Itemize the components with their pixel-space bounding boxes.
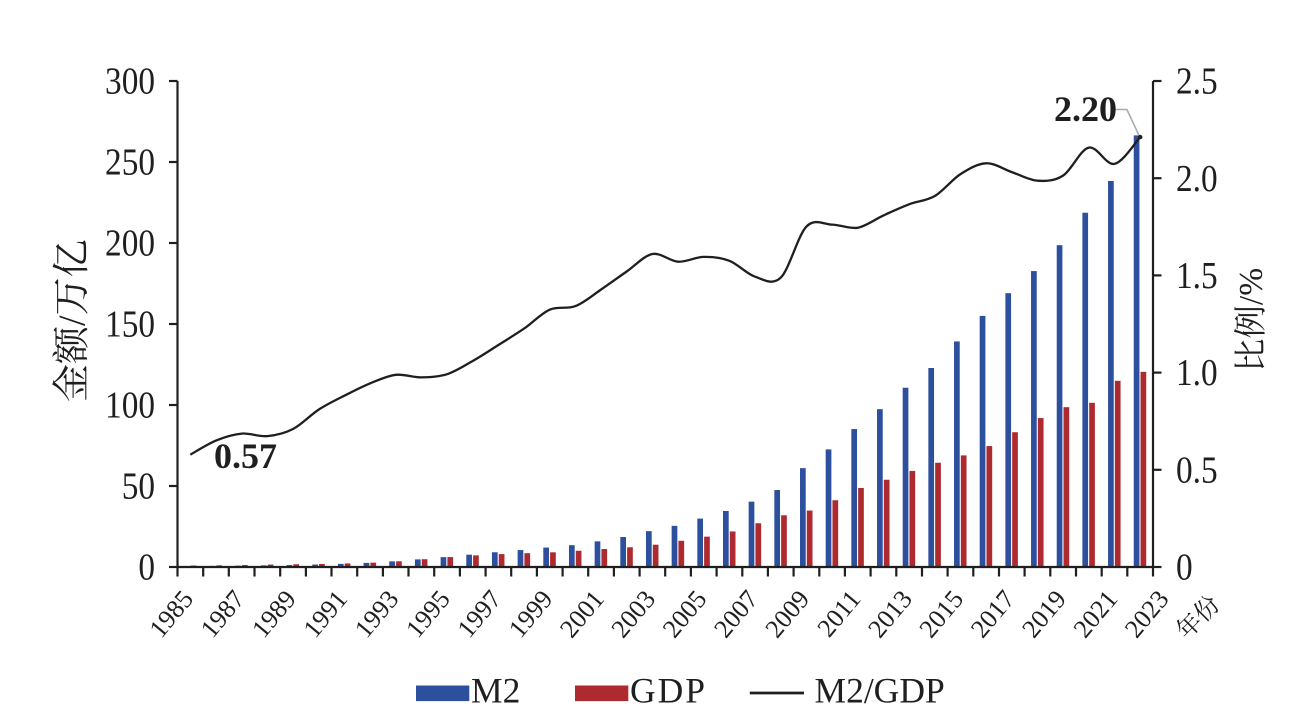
svg-text:/: / — [1233, 295, 1270, 305]
svg-text:2.5: 2.5 — [1176, 60, 1218, 103]
svg-text:150: 150 — [105, 303, 155, 346]
svg-text:0.57: 0.57 — [214, 436, 277, 476]
svg-text:100: 100 — [105, 384, 155, 427]
svg-text:0: 0 — [1176, 546, 1193, 589]
svg-text:M2: M2 — [471, 671, 520, 711]
svg-text:/: / — [52, 315, 94, 326]
svg-text:300: 300 — [105, 60, 155, 103]
svg-text:0: 0 — [138, 546, 155, 589]
svg-text:250: 250 — [105, 141, 155, 184]
svg-text:200: 200 — [105, 222, 155, 265]
svg-text:50: 50 — [122, 465, 155, 508]
svg-text:2.0: 2.0 — [1176, 157, 1218, 200]
svg-text:1.5: 1.5 — [1176, 254, 1218, 297]
svg-text:0.5: 0.5 — [1176, 448, 1218, 491]
svg-text:M2/GDP: M2/GDP — [815, 671, 945, 711]
svg-text:1.0: 1.0 — [1176, 351, 1218, 394]
svg-text:%: % — [1233, 268, 1270, 296]
svg-text:GDP: GDP — [630, 671, 705, 711]
svg-text:2.20: 2.20 — [1054, 89, 1117, 129]
